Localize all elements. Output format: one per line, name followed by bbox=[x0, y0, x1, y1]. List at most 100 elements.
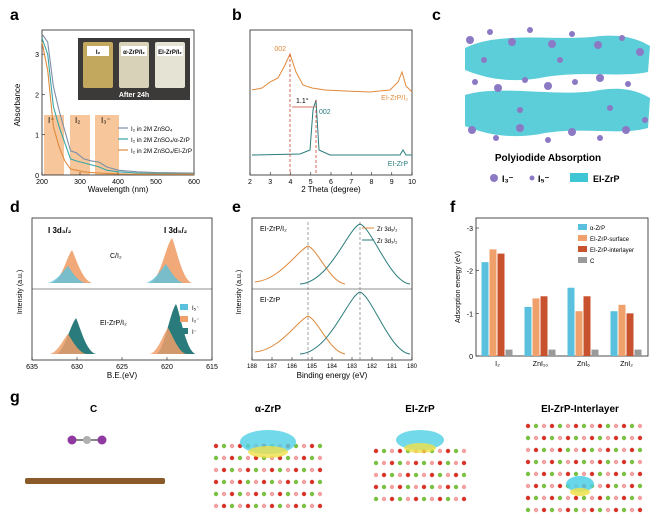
atom bbox=[445, 484, 451, 490]
atom bbox=[421, 496, 427, 502]
atom bbox=[373, 472, 379, 478]
series-line-a-0 bbox=[41, 33, 195, 174]
atom bbox=[213, 443, 219, 449]
atom bbox=[381, 448, 387, 454]
xtick-label-b: 10 bbox=[408, 179, 416, 186]
atom bbox=[613, 423, 619, 429]
atom bbox=[405, 496, 411, 502]
atom bbox=[581, 471, 587, 477]
polyiodide-ion bbox=[508, 38, 516, 46]
atom bbox=[549, 447, 555, 453]
atom bbox=[573, 447, 579, 453]
atom bbox=[285, 467, 291, 473]
layer-top bbox=[465, 35, 650, 81]
yticks-a: 3 2 1 0 bbox=[35, 52, 45, 180]
legend-text-d3: I⁻ bbox=[192, 330, 197, 336]
atom bbox=[253, 503, 259, 509]
atom bbox=[245, 467, 251, 473]
panel-d: d Intensity (a.u.) 635 630 625 620 615 B.E.(… bbox=[10, 199, 218, 380]
atom bbox=[237, 503, 243, 509]
bar-f bbox=[548, 349, 556, 356]
peak-label-top: 002 bbox=[274, 46, 286, 53]
vial-text-iodine: I₂ bbox=[96, 50, 101, 56]
atom bbox=[573, 423, 579, 429]
legend-swatch-f4 bbox=[578, 257, 587, 263]
atom bbox=[413, 472, 419, 478]
atom bbox=[229, 479, 235, 485]
legend-text-i5: I₅⁻ bbox=[538, 174, 550, 184]
charge-density-interlayer-2 bbox=[570, 488, 590, 496]
atom bbox=[533, 459, 539, 465]
atom bbox=[429, 496, 435, 502]
atom bbox=[613, 471, 619, 477]
ylabel-e: Intensity (a.u.) bbox=[236, 270, 243, 314]
atom bbox=[557, 495, 563, 501]
ylabel-d: Intensity (a.u.) bbox=[17, 270, 24, 314]
atom bbox=[525, 459, 531, 465]
atom bbox=[213, 503, 219, 509]
atom bbox=[437, 496, 443, 502]
atom bbox=[613, 435, 619, 441]
polyiodide-ion bbox=[544, 82, 552, 90]
atom bbox=[605, 483, 611, 489]
atom bbox=[237, 479, 243, 485]
atom bbox=[581, 423, 587, 429]
atom bbox=[381, 472, 387, 478]
atom bbox=[285, 491, 291, 497]
polyiodide-ion bbox=[557, 57, 563, 63]
atom bbox=[389, 484, 395, 490]
legend-swatch-d3 bbox=[180, 328, 188, 334]
xtick-label-e: 180 bbox=[407, 364, 418, 370]
legend-swatch-f3 bbox=[578, 246, 587, 252]
atom bbox=[613, 459, 619, 465]
atom bbox=[309, 503, 315, 509]
atom bbox=[597, 423, 603, 429]
atom bbox=[301, 491, 307, 497]
atom bbox=[453, 460, 459, 466]
legend-text-f3: EI-ZrP-interlayer bbox=[590, 248, 634, 254]
atom bbox=[557, 471, 563, 477]
atom bbox=[229, 455, 235, 461]
legend-dot-i5 bbox=[529, 175, 535, 181]
atom bbox=[573, 471, 579, 477]
atom bbox=[629, 471, 635, 477]
atom bbox=[533, 495, 539, 501]
atom bbox=[213, 491, 219, 497]
atom bbox=[605, 507, 611, 513]
atom bbox=[309, 491, 315, 497]
atom bbox=[437, 460, 443, 466]
atom bbox=[565, 435, 571, 441]
legend-swatch-eizrp bbox=[570, 173, 588, 182]
panel-f: f Adsorption energy (eV) -3 -2 -1 0 I₂ ZnI₁₀… bbox=[450, 199, 649, 368]
polyiodide-ion bbox=[548, 40, 556, 48]
fit-e-bot-1 bbox=[254, 315, 346, 355]
atom bbox=[221, 467, 227, 473]
atom bbox=[541, 471, 547, 477]
atom bbox=[525, 507, 531, 513]
atom bbox=[445, 448, 451, 454]
atom bbox=[381, 460, 387, 466]
atom bbox=[621, 459, 627, 465]
atom bbox=[557, 507, 563, 513]
layer-bottom bbox=[465, 88, 650, 137]
polyiodide-ion bbox=[487, 29, 493, 35]
yticks-f: -3 -2 -1 0 bbox=[467, 226, 479, 361]
xtick-label-b: 7 bbox=[349, 179, 353, 186]
atom bbox=[229, 491, 235, 497]
atom bbox=[541, 459, 547, 465]
atom bbox=[389, 448, 395, 454]
xlabel-e: Binding energy (eV) bbox=[297, 371, 368, 380]
legend-dot-i3 bbox=[490, 174, 498, 182]
atom bbox=[253, 467, 259, 473]
atom bbox=[565, 507, 571, 513]
atom bbox=[285, 479, 291, 485]
atom bbox=[589, 495, 595, 501]
ytick-label-f: -2 bbox=[467, 269, 473, 276]
atom bbox=[397, 460, 403, 466]
atom bbox=[613, 507, 619, 513]
polyiodide-ion bbox=[594, 41, 602, 49]
ytick-label-f: -3 bbox=[467, 226, 473, 233]
atom bbox=[221, 443, 227, 449]
xtick-label-e: 183 bbox=[347, 364, 358, 370]
legend-text-f1: α-ZrP bbox=[590, 226, 605, 232]
